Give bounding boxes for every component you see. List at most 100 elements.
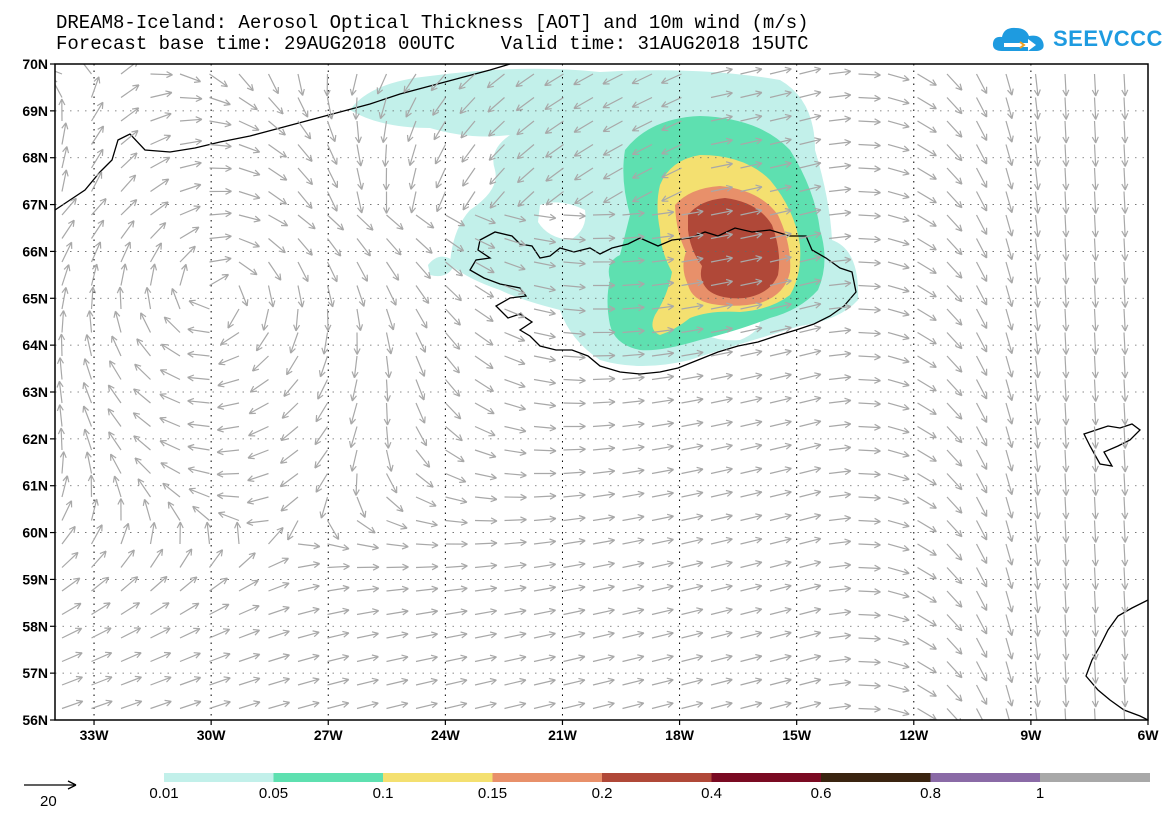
wind-vector: [858, 517, 881, 525]
wind-vector: [975, 214, 988, 235]
colorbar-label: 0.1: [373, 785, 394, 802]
wind-vector: [975, 191, 988, 212]
wind-vector: [61, 169, 69, 192]
wind-vector: [1121, 567, 1129, 590]
wind-vector: [1033, 238, 1041, 261]
wind-vector: [828, 515, 852, 523]
wind-vector: [247, 449, 269, 460]
wind-vector: [975, 238, 988, 259]
wind-vector: [661, 167, 682, 179]
wind-vector: [681, 208, 704, 216]
wind-vector: [209, 255, 232, 263]
wind-vector: [1033, 567, 1041, 590]
wind-vector: [828, 209, 852, 217]
wind-vector: [545, 191, 564, 206]
wind-vector: [349, 449, 358, 472]
wind-vector: [1033, 379, 1041, 402]
wind-vector: [209, 73, 229, 88]
wind-vector: [107, 408, 122, 427]
wind-vector: [1033, 661, 1041, 684]
wind-vector: [1062, 402, 1070, 426]
wind-vector: [622, 607, 645, 616]
wind-vector: [769, 442, 792, 451]
colorbar-label: 0.05: [259, 785, 288, 802]
wind-vector: [858, 588, 881, 596]
longitude-label: 33W: [80, 727, 110, 743]
wind-vector: [1062, 355, 1070, 379]
wind-vector: [61, 500, 73, 521]
wind-vector: [858, 306, 881, 314]
wind-vector: [386, 238, 402, 256]
wind-vector: [592, 305, 616, 313]
wind-vector: [710, 536, 733, 545]
wind-vector: [681, 630, 704, 639]
wind-vector: [251, 355, 269, 372]
wind-vector: [179, 652, 201, 663]
wind-vector: [445, 677, 468, 686]
wind-vector: [107, 384, 122, 404]
wind-vector: [740, 349, 763, 357]
wind-vector: [740, 536, 763, 545]
wind-vector: [592, 375, 616, 383]
wind-vector: [1121, 97, 1129, 120]
wind-vector: [326, 167, 338, 189]
wind-vector: [90, 171, 103, 192]
longitude-label: 24W: [431, 727, 461, 743]
wind-vector: [326, 520, 340, 541]
wind-vector: [651, 701, 674, 710]
wind-vector: [710, 184, 733, 193]
latitude-label: 58N: [22, 618, 48, 634]
wind-vector: [120, 263, 128, 286]
wind-vector: [1062, 590, 1070, 614]
wind-vector: [887, 331, 910, 341]
wind-vector: [592, 677, 615, 686]
wind-vector: [769, 160, 792, 169]
wind-vector: [651, 350, 675, 358]
wind-vector: [238, 143, 261, 154]
aot-contour-0.2: [688, 198, 780, 299]
wind-vector: [887, 73, 910, 82]
wind-vector: [887, 590, 910, 599]
wind-vector: [385, 261, 400, 281]
wind-vector: [917, 261, 937, 274]
wind-vector: [149, 521, 157, 545]
wind-vector: [268, 167, 288, 181]
wind-vector: [238, 552, 256, 568]
wind-vector: [136, 338, 151, 357]
wind-vector: [592, 421, 616, 429]
wind-vector: [651, 560, 674, 569]
wind-vector: [188, 487, 210, 498]
longitude-label: 27W: [314, 727, 344, 743]
wind-vector: [828, 303, 852, 311]
wind-vector: [710, 654, 733, 663]
wind-vector: [622, 233, 645, 241]
wind-vector: [91, 550, 107, 568]
wind-vector: [179, 183, 202, 193]
wind-vector: [279, 473, 299, 488]
wind-vector: [56, 404, 64, 427]
wind-vector: [1091, 614, 1099, 637]
wind-vector: [563, 468, 586, 476]
wind-vector: [563, 491, 586, 499]
latitude-label: 64N: [22, 337, 48, 353]
gridlines: [55, 64, 1148, 720]
wind-vector: [179, 226, 200, 240]
wind-vector: [544, 120, 564, 134]
wind-vector: [858, 188, 881, 196]
wind-vector: [563, 306, 586, 315]
wind-vector: [327, 238, 342, 257]
wind-vector: [385, 332, 394, 355]
wind-vector: [238, 676, 261, 686]
wind-vector: [828, 632, 852, 640]
wind-vector: [1062, 191, 1070, 214]
wind-vector: [159, 440, 181, 451]
longitude-label: 9W: [1020, 727, 1042, 743]
wind-vector: [356, 496, 367, 518]
wind-vector: [769, 184, 792, 193]
wind-vector: [769, 419, 792, 428]
wind-vector: [769, 607, 792, 616]
colorbar-label: 0.2: [592, 785, 613, 802]
wind-vector: [975, 167, 988, 188]
wind-vector: [799, 701, 822, 710]
wind-vector: [149, 548, 164, 568]
